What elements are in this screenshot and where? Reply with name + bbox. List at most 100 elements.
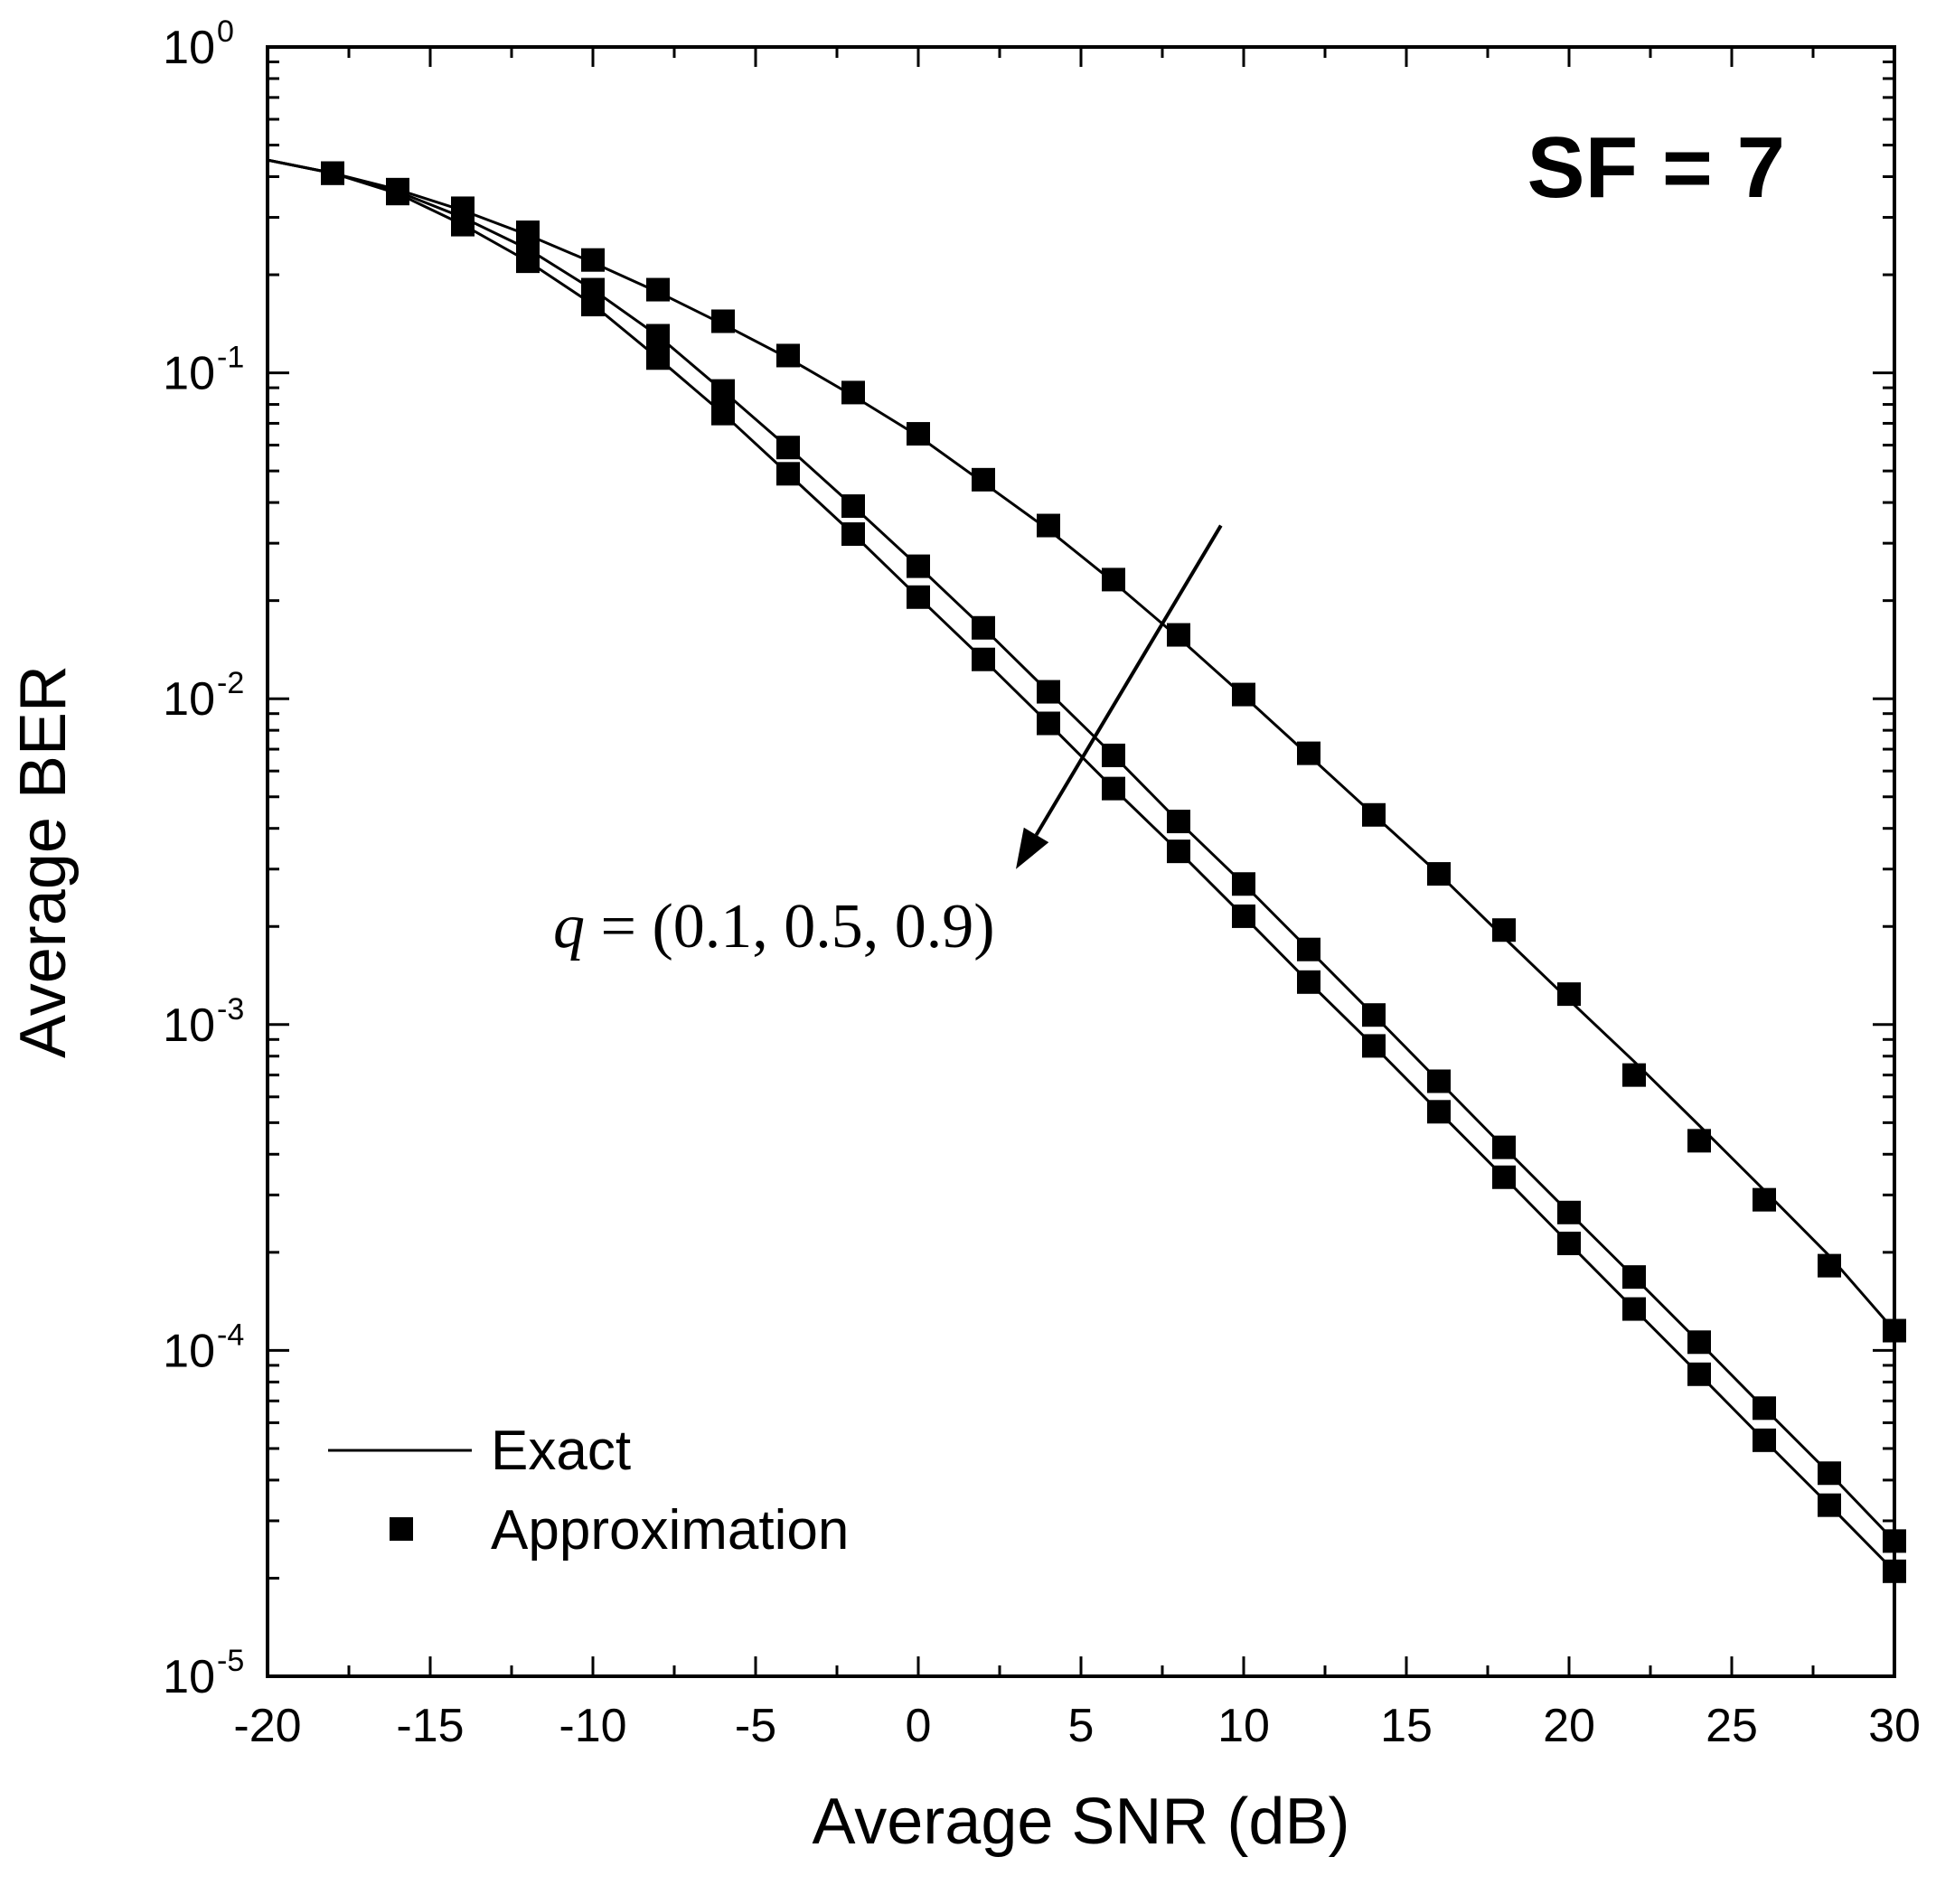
approximation-marker: [841, 522, 865, 547]
approximation-marker: [776, 343, 800, 368]
x-tick-label: -20: [233, 1700, 301, 1752]
y-tick-exponent: -3: [217, 992, 244, 1027]
sf-annotation: SF = 7: [1527, 119, 1785, 216]
approximation-marker: [972, 647, 995, 671]
approximation-marker: [1102, 743, 1125, 767]
approximation-marker: [907, 585, 930, 609]
exact-curve-series-1: [267, 158, 1896, 1332]
approximation-marker: [1102, 776, 1125, 801]
approximation-marker: [581, 293, 605, 317]
approximation-marker: [1102, 567, 1125, 592]
approximation-marker: [386, 182, 409, 206]
approximation-marker: [711, 401, 735, 426]
approximation-marker: [1167, 810, 1190, 834]
approximation-marker: [972, 615, 995, 640]
x-tick-label: -15: [396, 1700, 464, 1752]
y-tick-label: 10: [163, 999, 215, 1052]
approximation-marker: [1622, 1265, 1646, 1290]
x-tick-label: 25: [1706, 1700, 1758, 1752]
approximation-marker: [711, 309, 735, 333]
approximation-marker: [841, 380, 865, 405]
approximation-marker: [1232, 872, 1255, 896]
approximation-marker: [1362, 1034, 1386, 1058]
approximation-marker: [1687, 1330, 1711, 1355]
approximation-marker: [1557, 1231, 1581, 1255]
legend-approximation-marker-icon: [390, 1517, 413, 1541]
approximation-marker: [646, 324, 670, 348]
approximation-marker: [646, 346, 670, 370]
q-direction-arrow: [1016, 524, 1223, 869]
x-tick-label: 15: [1380, 1700, 1433, 1752]
legend-approximation-label: Approximation: [491, 1499, 849, 1562]
approximation-marker: [907, 422, 930, 446]
approximation-marker: [711, 379, 735, 403]
approximation-marker: [1427, 862, 1451, 886]
approximation-marker: [1753, 1396, 1776, 1421]
q-values: = (0.1, 0.5, 0.9): [585, 892, 995, 961]
legend: Exact Approximation: [328, 1420, 849, 1562]
approximation-marker: [776, 436, 800, 460]
approximation-marker: [1557, 1200, 1581, 1224]
approximation-marker: [1232, 904, 1255, 928]
x-tick-label: -5: [735, 1700, 776, 1752]
approximation-marker: [581, 248, 605, 272]
approximation-marker: [776, 462, 800, 486]
approximation-marker: [1037, 711, 1060, 736]
approximation-marker: [1492, 1165, 1516, 1189]
approximation-marker: [1687, 1129, 1711, 1153]
x-axis-title: Average SNR (dB): [813, 1786, 1350, 1858]
y-tick-exponent: -1: [217, 341, 244, 375]
y-tick-exponent: 0: [217, 14, 234, 49]
approximation-marker: [1167, 839, 1190, 864]
y-tick-label: 10: [163, 673, 215, 726]
x-tick-label: 10: [1217, 1700, 1270, 1752]
approximation-marker: [841, 494, 865, 519]
approximation-marker: [1427, 1100, 1451, 1124]
approximation-marker: [1297, 970, 1320, 994]
approximation-marker: [1753, 1428, 1776, 1452]
x-tick-labels: -20 -15 -10 -5 0 5 10 15 20 25 30: [233, 1700, 1921, 1752]
approximation-marker: [1232, 682, 1255, 707]
y-tick-exponent: -5: [217, 1644, 244, 1678]
axis-ticks: [266, 45, 1896, 1678]
approximation-marker: [516, 249, 540, 274]
approximation-marker: [1622, 1063, 1646, 1087]
approximation-marker: [1818, 1493, 1841, 1517]
y-tick-exponent: -2: [217, 666, 244, 700]
approximation-marker: [1622, 1297, 1646, 1321]
approximation-marker: [1557, 982, 1581, 1007]
approximation-marker: [1167, 623, 1190, 647]
approximation-marker: [1362, 1003, 1386, 1027]
y-tick-exponent: -4: [217, 1318, 244, 1352]
exact-curve-series-2: [267, 158, 1896, 1543]
approximation-marker: [1037, 680, 1060, 704]
approximation-marker: [1818, 1461, 1841, 1486]
approximation-marker: [451, 212, 475, 237]
y-tick-label: 10: [163, 22, 215, 74]
approximation-marker: [1818, 1253, 1841, 1278]
q-variable: q: [553, 892, 585, 961]
approximation-marker: [972, 467, 995, 492]
y-axis-title: Average BER: [7, 665, 80, 1058]
legend-exact-label: Exact: [491, 1420, 631, 1482]
approximation-marker: [1427, 1069, 1451, 1093]
x-tick-label: 30: [1868, 1700, 1921, 1752]
approximation-marker: [1037, 513, 1060, 538]
approximation-marker: [646, 277, 670, 302]
approximation-marker: [1297, 741, 1320, 765]
q-annotation: q = (0.1, 0.5, 0.9): [553, 892, 995, 961]
x-tick-label: 5: [1068, 1700, 1095, 1752]
arrow-head-icon: [1016, 827, 1049, 869]
approximation-marker: [907, 554, 930, 578]
x-tick-label: -10: [559, 1700, 626, 1752]
approximation-marker: [1297, 937, 1320, 961]
approximation-marker: [1753, 1187, 1776, 1212]
plot-frame: [266, 45, 1896, 1678]
y-tick-label: 10: [163, 1325, 215, 1377]
x-tick-label: 0: [906, 1700, 932, 1752]
y-tick-label: 10: [163, 1651, 215, 1703]
approximation-marker: [1687, 1362, 1711, 1386]
approximation-marker: [1492, 1135, 1516, 1159]
